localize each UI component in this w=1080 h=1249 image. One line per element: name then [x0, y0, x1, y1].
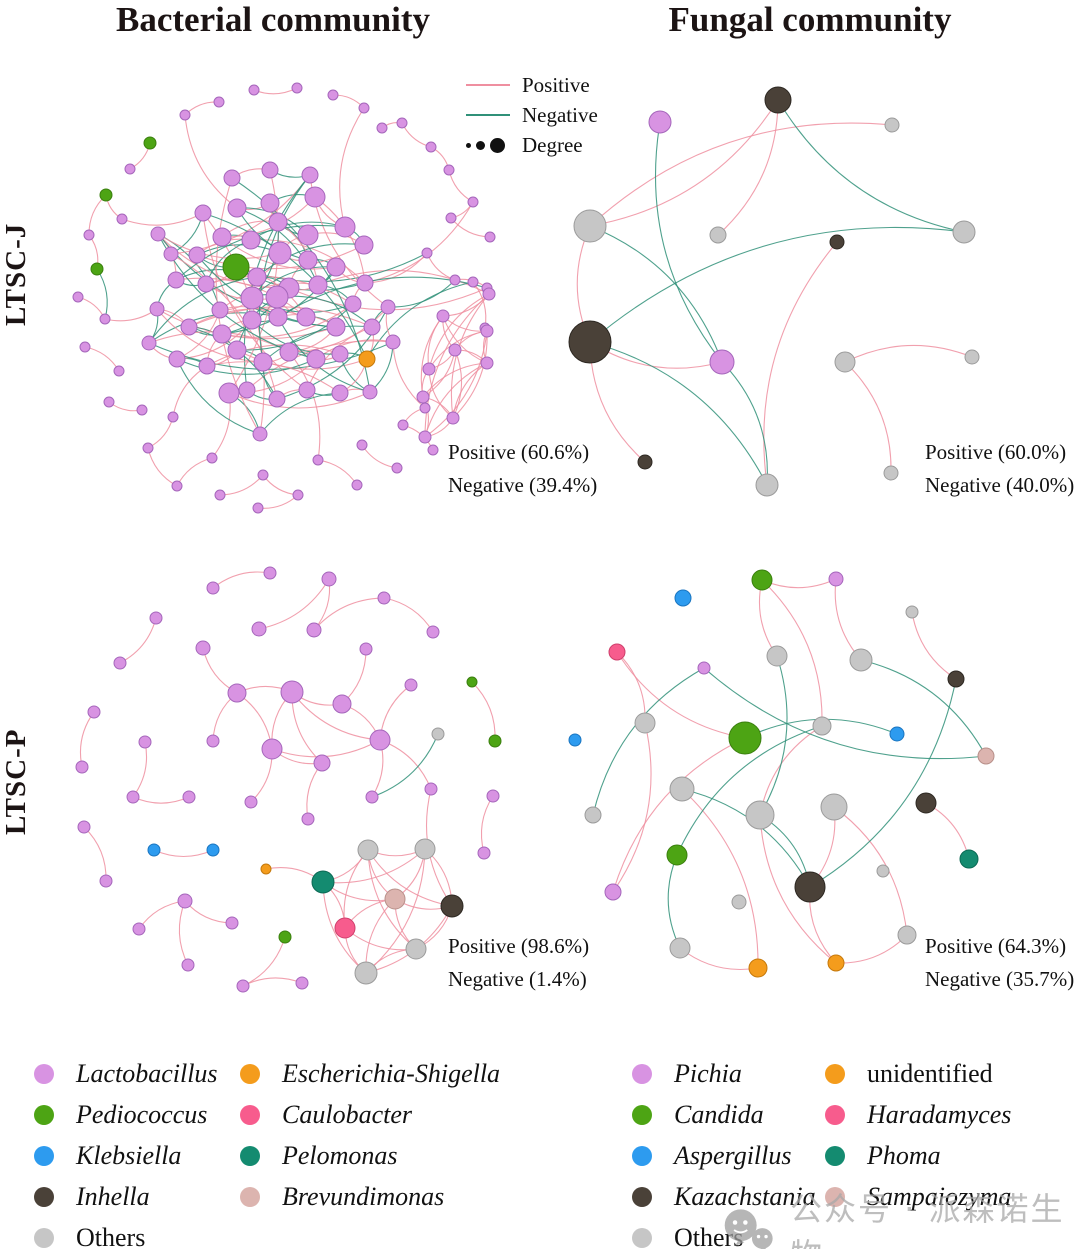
positive-edge-swatch	[466, 84, 510, 86]
taxon-label: Candida	[674, 1099, 764, 1129]
taxon-color-dot	[632, 1063, 652, 1084]
legend-item: Caulobacter	[240, 1094, 500, 1135]
legend-item: unidentified	[825, 1053, 1011, 1094]
legend-row-negative: Negative	[466, 100, 598, 130]
taxon-label: Klebsiella	[76, 1140, 182, 1170]
taxon-label: Lactobacillus	[76, 1058, 218, 1088]
taxon-color-dot	[240, 1063, 260, 1084]
positive-pct-label: Positive (60.0%)	[925, 440, 1067, 464]
negative-pct-label: Negative (1.4%)	[448, 967, 587, 991]
bacterial-community-title: Bacterial community	[116, 0, 430, 39]
legend-item: Brevundimonas	[240, 1176, 500, 1217]
taxon-color-dot	[825, 1186, 845, 1207]
taxon-color-dot	[632, 1227, 652, 1248]
negative-pct-label: Negative (35.7%)	[925, 967, 1075, 991]
taxon-color-dot	[240, 1104, 260, 1125]
taxon-label: Haradamyces	[867, 1099, 1012, 1129]
nodes-fungal-ltscj	[568, 86, 980, 497]
degree-dot-large	[490, 137, 505, 153]
bacterial-taxa-legend-col2: Escherichia-Shigella Caulobacter Pelomonas…	[240, 1053, 500, 1217]
row-label-ltsc-p: LTSC-P	[0, 728, 32, 836]
stats-bacterial-ltscp: Positive (98.6%) Negative (1.4%)	[448, 930, 589, 996]
edges-fungal-ltscj	[576, 99, 973, 486]
negative-pct-label: Negative (39.4%)	[448, 473, 598, 497]
nodes-bacterial-ltscp	[75, 566, 502, 993]
taxon-label: Phoma	[867, 1140, 941, 1170]
network-bacterial-ltscp	[75, 566, 502, 993]
legend-item: Haradamyces	[825, 1094, 1011, 1135]
legend-item: Sampaiozyma	[825, 1176, 1011, 1217]
stats-bacterial-ltscj: Positive (60.6%) Negative (39.4%)	[448, 436, 597, 502]
taxon-label: Brevundimonas	[282, 1181, 445, 1211]
legend-item: Aspergillus	[632, 1135, 816, 1176]
positive-pct-label: Positive (98.6%)	[448, 934, 590, 958]
wechat-icon	[724, 1209, 773, 1249]
taxon-label: Pediococcus	[76, 1099, 208, 1129]
network-fungal-ltscp	[568, 569, 995, 978]
legend-row-degree: Degree	[466, 130, 598, 160]
taxon-color-dot	[34, 1186, 54, 1207]
fungal-community-title: Fungal community	[668, 0, 952, 39]
taxon-label: Caulobacter	[282, 1099, 412, 1129]
taxon-label: Kazachstania	[674, 1181, 816, 1211]
legend-item: Klebsiella	[34, 1135, 218, 1176]
edges-fungal-ltscp	[592, 578, 987, 971]
taxon-label: Pichia	[674, 1058, 742, 1088]
network-fungal-ltscj	[568, 86, 980, 497]
degree-dot-small	[466, 142, 471, 148]
stats-fungal-ltscp: Positive (64.3%) Negative (35.7%)	[925, 930, 1074, 996]
degree-label: Degree	[522, 132, 583, 157]
taxon-color-dot	[240, 1186, 260, 1207]
taxon-color-dot	[632, 1104, 652, 1125]
positive-pct-label: Positive (64.3%)	[925, 934, 1067, 958]
taxon-label: Pelomonas	[282, 1140, 398, 1170]
taxon-color-dot	[34, 1227, 54, 1248]
taxon-color-dot	[34, 1104, 54, 1125]
watermark-text: 公众号 · 派森诺生物	[790, 1190, 1065, 1249]
nodes-fungal-ltscp	[568, 569, 995, 978]
taxon-label: Escherichia-Shigella	[282, 1058, 501, 1088]
legend-item: Pediococcus	[34, 1094, 218, 1135]
negative-edge-label: Negative	[522, 102, 598, 127]
negative-edge-swatch	[466, 114, 510, 116]
legend-item: Pelomonas	[240, 1135, 500, 1176]
watermark: 公众号 · 派森诺生物	[720, 1184, 1080, 1249]
taxon-color-dot	[632, 1186, 652, 1207]
taxon-label: Inhella	[76, 1181, 150, 1211]
taxon-color-dot	[825, 1063, 845, 1084]
taxon-label: unidentified	[867, 1058, 993, 1088]
degree-dots-icon	[466, 137, 522, 153]
legend-item: Lactobacillus	[34, 1053, 218, 1094]
positive-edge-label: Positive	[522, 72, 590, 97]
legend-item: Pichia	[632, 1053, 816, 1094]
legend-item: Candida	[632, 1094, 816, 1135]
negative-pct-label: Negative (40.0%)	[925, 473, 1075, 497]
legend-item: Kazachstania	[632, 1176, 816, 1217]
edge-type-legend: Positive Negative Degree	[466, 70, 598, 160]
taxon-label: Sampaiozyma	[867, 1181, 1012, 1211]
nodes-bacterial-ltscj	[72, 82, 496, 514]
stats-fungal-ltscj: Positive (60.0%) Negative (40.0%)	[925, 436, 1074, 502]
taxon-color-dot	[34, 1063, 54, 1084]
positive-pct-label: Positive (60.6%)	[448, 440, 590, 464]
taxon-color-dot	[240, 1145, 260, 1166]
fungal-taxa-legend-col2: unidentified Haradamyces Phoma Sampaiozyma	[825, 1053, 1011, 1217]
taxon-color-dot	[632, 1145, 652, 1166]
legend-item: Phoma	[825, 1135, 1011, 1176]
legend-item: Inhella	[34, 1176, 218, 1217]
legend-item: Others	[34, 1217, 218, 1249]
row-label-ltsc-j: LTSC-J	[0, 222, 32, 326]
taxon-color-dot	[34, 1145, 54, 1166]
degree-dot-medium	[476, 140, 485, 150]
legend-item: Escherichia-Shigella	[240, 1053, 500, 1094]
taxon-label: Aspergillus	[674, 1140, 792, 1170]
taxon-label: Others	[76, 1222, 146, 1249]
bacterial-taxa-legend-col1: Lactobacillus Pediococcus Klebsiella Inhell…	[34, 1053, 218, 1249]
taxon-color-dot	[825, 1145, 845, 1166]
legend-row-positive: Positive	[466, 70, 598, 100]
network-bacterial-ltscj	[72, 82, 496, 514]
taxon-color-dot	[825, 1104, 845, 1125]
